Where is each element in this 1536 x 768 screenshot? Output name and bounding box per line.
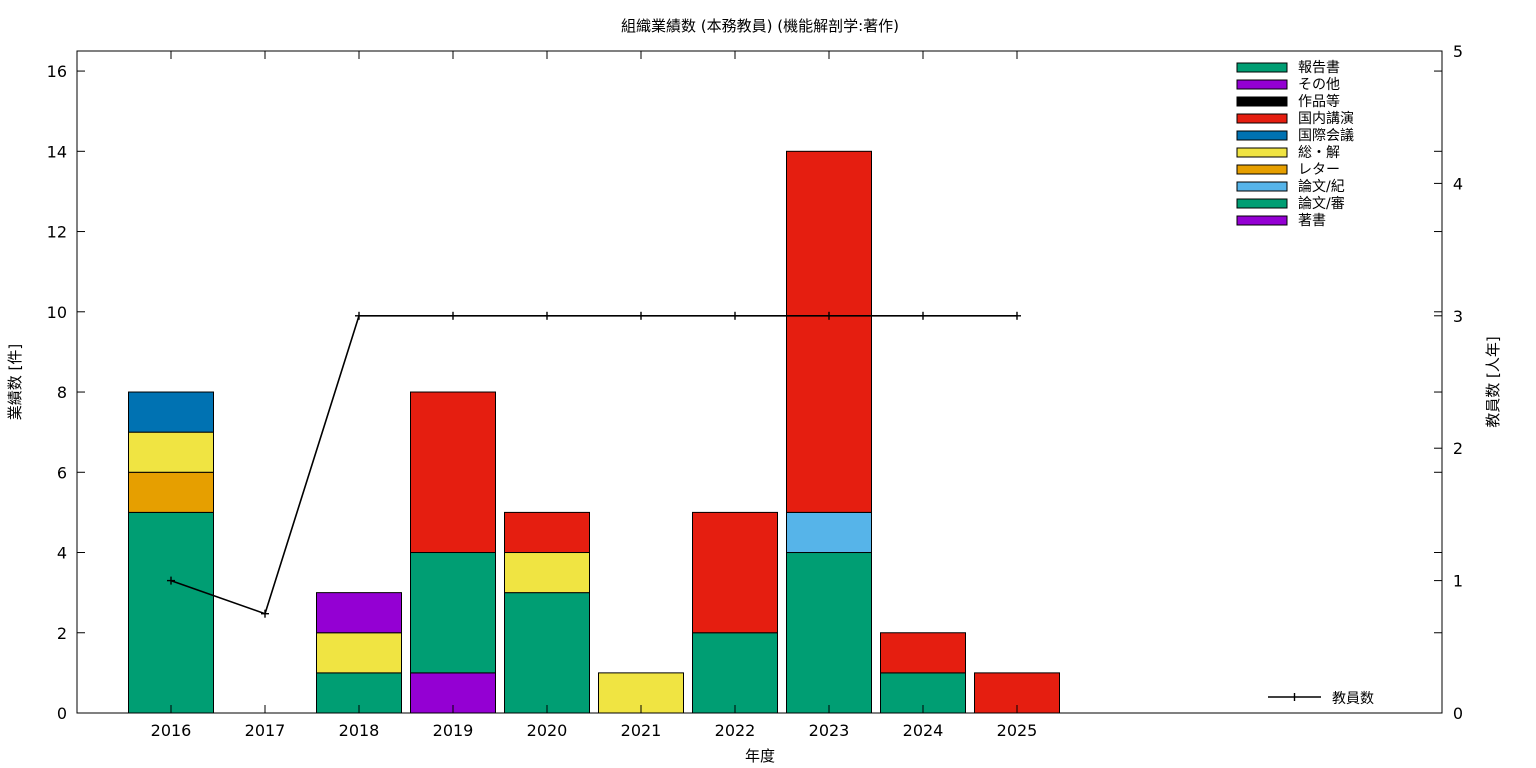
legend-label: 論文/審	[1298, 196, 1345, 212]
legend-swatch	[1236, 181, 1288, 192]
bar-2024-series-6	[880, 632, 966, 674]
line-point-2022	[731, 311, 739, 320]
x-tick-label: 2018	[339, 721, 380, 740]
y2-axis-label: 教員数 [人年]	[1484, 336, 1502, 427]
bar-2016-series-3	[128, 471, 214, 513]
bar-2023-series-1	[786, 552, 872, 714]
line-point-2023	[825, 311, 833, 320]
x-tick-label: 2022	[715, 721, 756, 740]
y-tick-label: 12	[47, 223, 67, 242]
line-point-2024	[919, 311, 927, 320]
y-tick-label: 10	[47, 303, 67, 322]
bar-2021-series-4	[598, 672, 684, 714]
line-point-2021	[637, 311, 645, 320]
bar-2018-series-8	[316, 592, 402, 634]
y2-tick-label: 4	[1453, 174, 1463, 193]
legend-label: 作品等	[1298, 93, 1340, 110]
x-tick-label: 2021	[621, 721, 662, 740]
y2-tick-label: 3	[1453, 307, 1463, 326]
legend-swatch	[1236, 215, 1288, 226]
legend-label: その他	[1298, 77, 1340, 93]
y-tick-label: 2	[57, 624, 67, 643]
y2-tick-label: 1	[1453, 572, 1463, 591]
bar-2020-series-1	[504, 592, 590, 714]
y2-tick-label: 0	[1453, 704, 1463, 723]
legend-swatch	[1236, 113, 1288, 124]
line-teachers	[170, 314, 1017, 615]
x-tick-label: 2025	[997, 721, 1038, 740]
line-point-2017	[261, 609, 269, 618]
legend-swatch	[1236, 96, 1288, 107]
legend-label: 著書	[1298, 213, 1326, 229]
bar-2023-series-6	[786, 150, 872, 513]
bar-2022-series-6	[692, 511, 778, 634]
x-tick-label: 2019	[433, 721, 474, 740]
legend-label: 国際会議	[1298, 127, 1354, 144]
legend-label: 報告書	[1298, 60, 1340, 76]
legend-swatch	[1236, 62, 1288, 73]
y-tick-label: 4	[57, 544, 67, 563]
bar-2016-series-4	[128, 431, 214, 473]
bars-layer	[128, 150, 1060, 714]
bar-2019-series-6	[410, 391, 496, 554]
bar-2020-series-6	[504, 511, 590, 554]
line-point-2025	[1013, 311, 1021, 320]
y-tick-label: 16	[47, 62, 67, 81]
bar-2016-series-1	[128, 511, 214, 714]
x-tick-label: 2023	[809, 721, 850, 740]
x-axis-label: 年度	[745, 747, 775, 765]
bar-2022-series-1	[692, 632, 778, 714]
line-legend: 教員数	[1268, 691, 1374, 707]
y2-tick-label: 2	[1453, 439, 1463, 458]
chart-title: 組織業績数 (本務教員) (機能解剖学:著作)	[621, 17, 899, 35]
bar-2018-series-4	[316, 632, 402, 674]
legend-label: レター	[1298, 162, 1340, 178]
x-tick-label: 2024	[903, 721, 944, 740]
line-legend-label: 教員数	[1332, 691, 1374, 707]
legend-label: 国内講演	[1298, 111, 1354, 127]
bar-2023-series-2	[786, 511, 872, 554]
legend-swatch	[1236, 164, 1288, 175]
line-layer	[167, 311, 1021, 618]
legend-swatch	[1236, 198, 1288, 209]
x-tick-label: 2020	[527, 721, 568, 740]
bar-2016-series-5	[128, 391, 214, 433]
plot-frame	[76, 50, 1443, 714]
line-point-2018	[355, 311, 363, 320]
bar-2019-series-1	[410, 552, 496, 674]
y-tick-label: 8	[57, 383, 67, 402]
y-tick-label: 6	[57, 463, 67, 482]
bar-2020-series-4	[504, 552, 590, 594]
legend-label: 論文/紀	[1298, 179, 1345, 195]
legend-swatch	[1236, 147, 1288, 158]
y-tick-label: 0	[57, 704, 67, 723]
y-tick-label: 14	[47, 142, 67, 161]
line-point-2019	[449, 311, 457, 320]
legend-swatch	[1236, 79, 1288, 90]
y-axis: 0 2 4 6 8 10 12 14 16	[47, 62, 1442, 723]
line-point-2020	[543, 311, 551, 320]
x-axis: 2016 2017 2018 2019 2020 2021 2022 2023 2024 2025	[151, 51, 1038, 740]
line-point-2016	[167, 576, 175, 585]
legend-label: 総・解	[1298, 145, 1340, 161]
y2-tick-label: 5	[1453, 42, 1463, 61]
x-tick-label: 2016	[151, 721, 192, 740]
y-axis-label: 業績数 [件]	[6, 344, 24, 420]
y2-axis: 0 1 2 3 4 5	[1434, 42, 1463, 723]
x-tick-label: 2017	[245, 721, 286, 740]
legend-swatch	[1236, 130, 1288, 141]
